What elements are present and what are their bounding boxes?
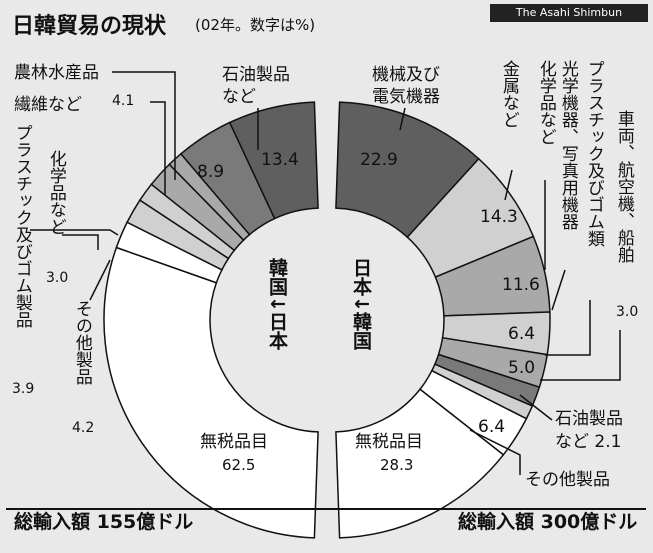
label-nourin: 農林水産品 [14, 63, 99, 83]
left-value-134: 13.4 [261, 150, 299, 170]
right-value-64a: 6.4 [508, 324, 535, 344]
right-free-label: 無税品目 [355, 432, 423, 452]
right-center-label: 日本↓韓国 [349, 258, 372, 350]
label-seni-value: 4.1 [112, 93, 135, 109]
label-plastic-left: プラスチック及びゴム製品 [11, 124, 32, 328]
label-kikai-2: 電気機器 [372, 87, 440, 107]
label-sekiyu-left-2: など [222, 87, 256, 107]
leader-line-6 [399, 107, 406, 131]
left-center-label: 韓国↓日本 [265, 258, 288, 350]
leader-line-10 [545, 300, 591, 356]
label-plastic-right: プラスチック及びゴム類 [583, 60, 604, 247]
label-chem-left: 化学品など [45, 150, 66, 235]
label-other-left-value: 4.2 [72, 420, 95, 436]
leader-line-0 [112, 71, 176, 180]
left-free-label: 無税品目 [200, 432, 268, 452]
leader-line-3 [30, 229, 119, 236]
label-other-right: その他製品 [525, 470, 610, 490]
chart-title: 日韓貿易の現状 [12, 14, 167, 39]
right-value-64b: 6.4 [478, 417, 505, 437]
right-value-50: 5.0 [508, 358, 535, 378]
left-value-89: 8.9 [197, 162, 224, 182]
leader-line-5 [89, 259, 111, 301]
right-slice-8 [335, 388, 505, 539]
credit-text: The Asahi Shimbun [515, 6, 623, 19]
label-sekiyu-right: 石油製品 [555, 409, 623, 429]
label-sekiyu-left: 石油製品 [222, 65, 290, 85]
leader-line-7 [504, 169, 513, 201]
label-vehicle: 車両、航空機、船舶 [613, 110, 634, 263]
leader-line-1 [150, 101, 166, 195]
leader-line-11 [540, 330, 621, 381]
left-total: 総輸入額 155億ドル [14, 510, 193, 533]
right-free-value: 28.3 [380, 456, 413, 474]
label-chem-left-value: 3.0 [46, 270, 69, 286]
label-seni: 繊維など [14, 95, 82, 115]
label-plastic-left-value: 3.9 [12, 381, 35, 397]
bottom-rule [6, 508, 646, 510]
left-slice-7 [228, 101, 319, 220]
right-value-143: 14.3 [480, 207, 518, 227]
left-slice-0 [103, 246, 319, 539]
label-optical: 光学機器、写真用機器 [557, 60, 578, 230]
leader-line-4 [62, 234, 99, 250]
label-kikai: 機械及び [372, 65, 440, 85]
chart-subtitle: (02年。数字は%) [195, 16, 316, 34]
leader-line-13 [469, 429, 521, 475]
leader-line-9 [551, 269, 566, 311]
right-total: 総輸入額 300億ドル [458, 510, 637, 533]
label-other-left: その他製品 [71, 300, 92, 385]
leader-line-12 [519, 394, 553, 421]
right-value-116: 11.6 [502, 275, 540, 295]
label-vehicle-value: 3.0 [616, 304, 639, 320]
right-value-229: 22.9 [360, 150, 398, 170]
left-free-value: 62.5 [222, 456, 255, 474]
label-chem-right: 化学品など [535, 60, 556, 145]
label-kinzoku: 金属など [498, 60, 519, 128]
credit-bar: The Asahi Shimbun [490, 4, 648, 22]
label-sekiyu-right-2: など 2.1 [555, 432, 622, 452]
